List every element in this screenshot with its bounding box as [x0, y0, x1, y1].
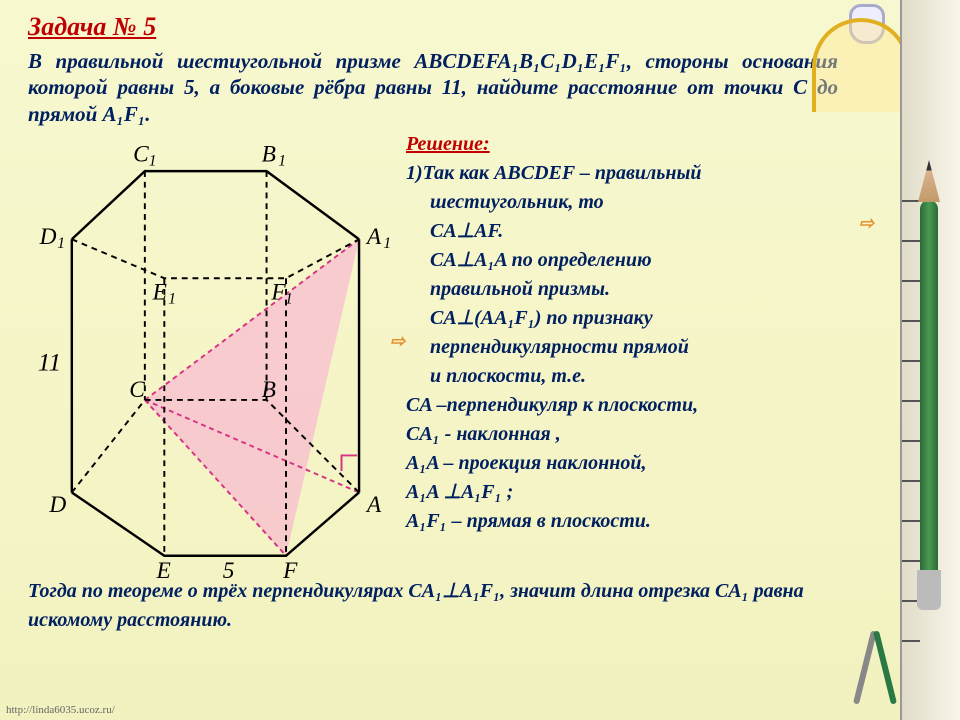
- svg-text:B: B: [262, 141, 276, 167]
- pencil-decor: [920, 200, 938, 600]
- slide-page: Задача № 5 В правильной шестиугольной пр…: [0, 0, 960, 720]
- svg-text:D: D: [48, 492, 66, 518]
- sol-line: CA⊥(AA₁F₁) по признаку: [406, 305, 870, 332]
- sol-line: шестиугольник, то: [406, 189, 870, 216]
- svg-text:B: B: [262, 377, 276, 403]
- compass-decor: [842, 620, 912, 710]
- problem-statement: В правильной шестиугольной призме ABCDEF…: [28, 48, 838, 127]
- sol-line: CA⊥AF.: [406, 218, 870, 245]
- sol-line: правильной призмы.: [406, 276, 870, 303]
- svg-text:D: D: [39, 224, 57, 250]
- arrow-icon: ⇨: [859, 211, 874, 235]
- problem-title: Задача № 5: [28, 12, 870, 42]
- svg-text:1: 1: [149, 152, 157, 169]
- sol-line: CA⊥A₁A по определению: [406, 247, 870, 274]
- svg-text:1: 1: [278, 152, 286, 169]
- solution-heading: Решение:: [406, 131, 870, 158]
- label-side: 5: [223, 558, 235, 584]
- label-height: 11: [38, 348, 61, 376]
- sol-line: 1)Так как ABCDEF – правильный: [406, 160, 870, 187]
- arrow-icon: ⇨: [390, 329, 405, 353]
- sol-line: CA –перпендикуляр к плоскости,: [406, 392, 870, 419]
- svg-text:A: A: [365, 492, 382, 518]
- svg-text:1: 1: [168, 290, 176, 307]
- prism-diagram: C1 B1 D1 A1 E1 F1 C B D A E F 5 11: [28, 131, 398, 571]
- sol-line: A₁A ⊥A₁F₁ ;: [406, 479, 870, 506]
- svg-text:1: 1: [57, 235, 65, 252]
- content-row: C1 B1 D1 A1 E1 F1 C B D A E F 5 11 ⇨: [28, 131, 870, 571]
- svg-text:C: C: [133, 141, 149, 167]
- sol-line: CA₁ - наклонная ,: [406, 421, 870, 448]
- sol-line: A₁F₁ – прямая в плоскости.: [406, 508, 870, 535]
- svg-text:F: F: [282, 558, 298, 584]
- svg-text:E: E: [156, 558, 171, 584]
- svg-text:E: E: [152, 279, 167, 305]
- svg-text:A: A: [365, 224, 382, 250]
- svg-text:1: 1: [285, 290, 293, 307]
- solution-block: ⇨ ⇨ Решение: 1)Так как ABCDEF – правильн…: [398, 131, 870, 571]
- svg-text:C: C: [129, 377, 145, 403]
- sol-line: A₁A – проекция наклонной,: [406, 450, 870, 477]
- source-url: http://linda6035.ucoz.ru/: [6, 704, 115, 716]
- sol-line: и плоскости, т.е.: [406, 363, 870, 390]
- sol-line: перпендикулярности прямой: [406, 334, 870, 361]
- svg-text:F: F: [270, 279, 286, 305]
- svg-text:1: 1: [383, 235, 391, 252]
